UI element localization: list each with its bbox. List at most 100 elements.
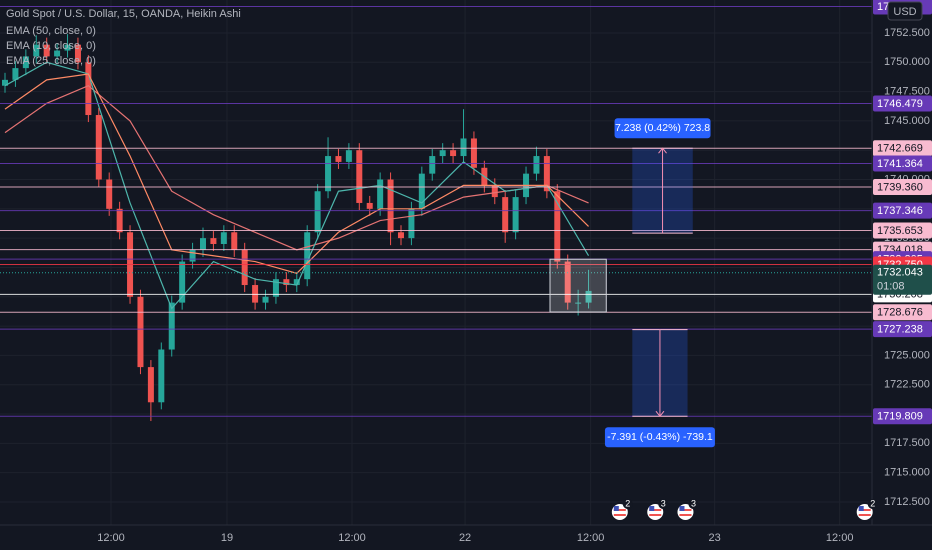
candle-body [585,290,592,303]
event-count: 3 [661,498,666,508]
candle-body [460,138,467,157]
event-icon[interactable]: 2 [609,498,633,522]
y-tick-label: 1747.500 [884,85,930,97]
flag-stripe [613,514,626,516]
measure-arrowhead [655,410,665,418]
event-count-bg [658,499,669,509]
candle-body [293,279,300,286]
candle-body [429,156,436,174]
candle-body [408,208,415,239]
candle-body [231,232,238,250]
flag-canton [649,506,655,511]
candle-body [272,279,279,297]
candle-body [533,156,540,174]
event-count: 3 [691,498,696,508]
overlays: 7.238 (0.42%) 723.8 -7.391 (-0.43%) -739.… [0,5,872,448]
x-tick-label: 12:00 [97,532,125,544]
candle-body [137,296,144,368]
candle-body [470,138,477,168]
candle-body [106,179,113,209]
flag-stripe [679,509,692,511]
x-tick-label: 12:00 [577,532,605,544]
candle-body [304,232,311,280]
last-price-label: 1732.043 [877,267,923,279]
flag-stripe [858,509,871,511]
candle-body [74,44,81,63]
candle-body [2,79,9,86]
price-label-bg [873,408,932,425]
currency-badge[interactable] [887,1,923,21]
candle-body [325,156,332,192]
price-label-bg [873,304,932,321]
candle-body [220,232,227,244]
candle-body [314,191,321,233]
y-tick-label: 1722.500 [884,379,930,391]
candle-body [168,302,175,350]
price-label: 1727.238 [877,324,923,336]
candle-body [387,179,394,233]
measure-label: -7.391 (-0.43%) -739.1 [607,431,713,443]
candle-body [554,191,561,262]
y-tick-label: 1752.500 [884,27,930,39]
y-tick-label: 1712.500 [884,496,930,508]
candle-body [512,197,519,233]
price-label-bg [873,140,932,157]
legend-entry: EMA (25, close, 0) [6,55,96,67]
event-icon[interactable]: 2 [854,498,878,522]
measure-label-bg [604,427,715,448]
flag-stripe [649,509,662,511]
last-price-bg [873,264,932,295]
price-label: 1737.346 [877,205,923,217]
candle-body [189,249,196,262]
candle-body [418,173,425,209]
candle-body [54,50,61,57]
candle-body [366,202,373,209]
flag-canton [613,506,619,511]
event-count-bg [622,499,633,509]
flag-stripe [679,514,692,516]
candle-body [158,349,165,403]
price-label-bg [873,202,932,219]
measure-label-bg [614,118,711,139]
price-label: 1728.676 [877,307,923,319]
event-icon[interactable]: 3 [675,498,699,522]
candle-body [397,232,404,239]
candle-body [179,261,186,303]
price-axis: 1712.5001715.0001717.5001720.0001722.500… [873,0,932,508]
candle-body [22,56,29,69]
event-icon[interactable]: 3 [645,498,669,522]
price-label-bg [873,179,932,196]
price-label: 1735.653 [877,225,923,237]
ema-line [4,61,590,310]
y-tick-label: 1750.000 [884,56,930,68]
price-label-bg [873,321,932,338]
candle-body [491,185,498,198]
x-tick-label: 19 [221,532,233,544]
legend-entry: EMA (50, close, 0) [6,25,96,37]
measure-arrowhead [658,147,667,154]
legend: Gold Spot / U.S. Dollar, 15, OANDA, Heik… [6,8,241,67]
candle-body [283,279,290,286]
y-tick-label: 1715.000 [884,467,930,479]
candle-body [439,150,446,157]
y-tick-label: 1717.500 [884,437,930,449]
zone-box [549,258,607,313]
candle-body [502,197,509,233]
ema-line [4,73,589,274]
candle-body [33,44,40,57]
candle-body [241,249,248,286]
candle-body [12,68,19,80]
price-label: 1746.479 [877,98,923,110]
candle-body [262,296,269,303]
candle-body [564,261,571,303]
candle-body [199,238,206,250]
flag-canton [679,506,685,511]
price-label: 1742.669 [877,143,923,155]
legend-entry: EMA (10, close, 0) [6,40,96,52]
price-label-bg [873,95,932,112]
candle-body [95,115,102,180]
legend-title: Gold Spot / U.S. Dollar, 15, OANDA, Heik… [6,8,241,20]
candle-body [64,44,71,51]
flag-stripe [649,514,662,516]
